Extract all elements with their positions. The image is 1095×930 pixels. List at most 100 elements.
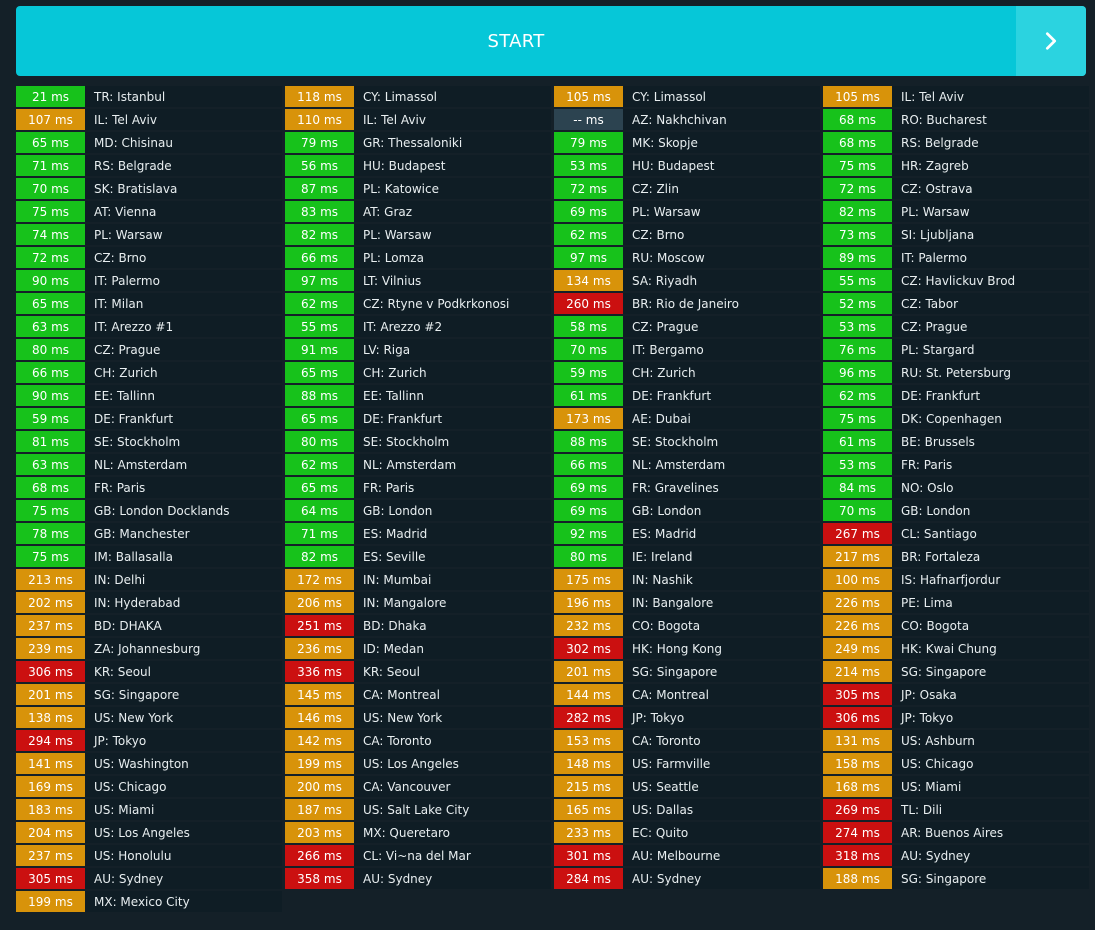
server-location: AU: Sydney bbox=[901, 848, 971, 863]
server-row: 145 ms CA: Montreal bbox=[285, 684, 551, 705]
server-location: SA: Riyadh bbox=[632, 273, 698, 288]
server-row: 83 ms AT: Graz bbox=[285, 201, 551, 222]
latency-badge: 80 ms bbox=[554, 546, 623, 567]
server-row: 239 ms ZA: Johannesburg bbox=[16, 638, 282, 659]
latency-badge: 110 ms bbox=[285, 109, 354, 130]
latency-badge: 233 ms bbox=[554, 822, 623, 843]
latency-badge: 74 ms bbox=[16, 224, 85, 245]
server-location: CY: Limassol bbox=[632, 89, 707, 104]
server-location: US: Ashburn bbox=[901, 733, 975, 748]
server-location: IN: Hyderabad bbox=[94, 595, 181, 610]
server-row: 141 ms US: Washington bbox=[16, 753, 282, 774]
server-location: BD: Dhaka bbox=[363, 618, 427, 633]
latency-badge: 63 ms bbox=[16, 316, 85, 337]
server-row: 169 ms US: Chicago bbox=[16, 776, 282, 797]
server-row: 65 ms DE: Frankfurt bbox=[285, 408, 551, 429]
server-location: AT: Vienna bbox=[94, 204, 157, 219]
server-row: 61 ms DE: Frankfurt bbox=[554, 385, 820, 406]
server-row: 267 ms CL: Santiago bbox=[823, 523, 1089, 544]
server-row: 78 ms GB: Manchester bbox=[16, 523, 282, 544]
server-row: 226 ms CO: Bogota bbox=[823, 615, 1089, 636]
server-row: 144 ms CA: Montreal bbox=[554, 684, 820, 705]
latency-badge: 76 ms bbox=[823, 339, 892, 360]
server-location: DK: Copenhagen bbox=[901, 411, 1002, 426]
server-row: 199 ms US: Los Angeles bbox=[285, 753, 551, 774]
latency-badge: 199 ms bbox=[16, 891, 85, 912]
latency-badge: 187 ms bbox=[285, 799, 354, 820]
latency-badge: 237 ms bbox=[16, 845, 85, 866]
server-row: 70 ms GB: London bbox=[823, 500, 1089, 521]
latency-badge: 97 ms bbox=[285, 270, 354, 291]
server-row: 232 ms CO: Bogota bbox=[554, 615, 820, 636]
server-row: 196 ms IN: Bangalore bbox=[554, 592, 820, 613]
latency-badge: 68 ms bbox=[16, 477, 85, 498]
server-location: NL: Amsterdam bbox=[363, 457, 457, 472]
latency-badge: 267 ms bbox=[823, 523, 892, 544]
latency-badge: 62 ms bbox=[554, 224, 623, 245]
server-location: RU: Moscow bbox=[632, 250, 705, 265]
latency-badge: 63 ms bbox=[16, 454, 85, 475]
latency-badge: 55 ms bbox=[285, 316, 354, 337]
server-row: 69 ms FR: Gravelines bbox=[554, 477, 820, 498]
server-row: 301 ms AU: Melbourne bbox=[554, 845, 820, 866]
server-location: JP: Tokyo bbox=[632, 710, 685, 725]
server-row: 89 ms IT: Palermo bbox=[823, 247, 1089, 268]
server-row: 82 ms PL: Warsaw bbox=[285, 224, 551, 245]
server-row: 75 ms HR: Zagreb bbox=[823, 155, 1089, 176]
server-row: 69 ms PL: Warsaw bbox=[554, 201, 820, 222]
server-row: 142 ms CA: Toronto bbox=[285, 730, 551, 751]
server-location: IT: Arezzo #1 bbox=[94, 319, 174, 334]
latency-badge: 118 ms bbox=[285, 86, 354, 107]
server-location: CA: Toronto bbox=[632, 733, 701, 748]
server-location: IS: Hafnarfjordur bbox=[901, 572, 1001, 587]
server-row: 79 ms MK: Skopje bbox=[554, 132, 820, 153]
server-location: GB: Manchester bbox=[94, 526, 190, 541]
server-row: 165 ms US: Dallas bbox=[554, 799, 820, 820]
chevron-right-icon[interactable] bbox=[1016, 6, 1086, 76]
server-row: 305 ms AU: Sydney bbox=[16, 868, 282, 889]
server-row: 306 ms KR: Seoul bbox=[16, 661, 282, 682]
server-row: 72 ms CZ: Zlin bbox=[554, 178, 820, 199]
latency-badge: 188 ms bbox=[823, 868, 892, 889]
server-location: CA: Montreal bbox=[632, 687, 709, 702]
server-location: CZ: Prague bbox=[632, 319, 699, 334]
latency-badge: 217 ms bbox=[823, 546, 892, 567]
server-location: DE: Frankfurt bbox=[94, 411, 174, 426]
server-location: US: Honolulu bbox=[94, 848, 172, 863]
server-row: 282 ms JP: Tokyo bbox=[554, 707, 820, 728]
server-location: US: Dallas bbox=[632, 802, 694, 817]
latency-badge: 66 ms bbox=[554, 454, 623, 475]
server-row: 237 ms US: Honolulu bbox=[16, 845, 282, 866]
server-row: 66 ms PL: Lomza bbox=[285, 247, 551, 268]
server-row: 65 ms FR: Paris bbox=[285, 477, 551, 498]
server-location: PL: Warsaw bbox=[632, 204, 701, 219]
server-row: 294 ms JP: Tokyo bbox=[16, 730, 282, 751]
server-row: 76 ms PL: Stargard bbox=[823, 339, 1089, 360]
server-row: 105 ms IL: Tel Aviv bbox=[823, 86, 1089, 107]
server-row: 215 ms US: Seattle bbox=[554, 776, 820, 797]
server-location: IL: Tel Aviv bbox=[363, 112, 426, 127]
server-column: 118 ms CY: Limassol 110 ms IL: Tel Aviv 79 m… bbox=[285, 86, 551, 912]
server-location: FR: Paris bbox=[363, 480, 415, 495]
server-row: 358 ms AU: Sydney bbox=[285, 868, 551, 889]
server-row: 226 ms PE: Lima bbox=[823, 592, 1089, 613]
server-row: 73 ms SI: Ljubljana bbox=[823, 224, 1089, 245]
server-row: 91 ms LV: Riga bbox=[285, 339, 551, 360]
server-row: 87 ms PL: Katowice bbox=[285, 178, 551, 199]
latency-badge: 165 ms bbox=[554, 799, 623, 820]
server-location: MX: Queretaro bbox=[363, 825, 450, 840]
latency-badge: 87 ms bbox=[285, 178, 354, 199]
latency-badge: 52 ms bbox=[823, 293, 892, 314]
latency-badge: 90 ms bbox=[16, 270, 85, 291]
latency-badge: 358 ms bbox=[285, 868, 354, 889]
server-location: JP: Osaka bbox=[901, 687, 957, 702]
server-row: 172 ms IN: Mumbai bbox=[285, 569, 551, 590]
start-button[interactable]: START bbox=[487, 30, 545, 52]
latency-badge: 72 ms bbox=[823, 178, 892, 199]
server-row: 90 ms EE: Tallinn bbox=[16, 385, 282, 406]
server-row: 80 ms CZ: Prague bbox=[16, 339, 282, 360]
server-location: HU: Budapest bbox=[363, 158, 446, 173]
latency-badge: 183 ms bbox=[16, 799, 85, 820]
server-location: AU: Sydney bbox=[94, 871, 164, 886]
server-row: 107 ms IL: Tel Aviv bbox=[16, 109, 282, 130]
